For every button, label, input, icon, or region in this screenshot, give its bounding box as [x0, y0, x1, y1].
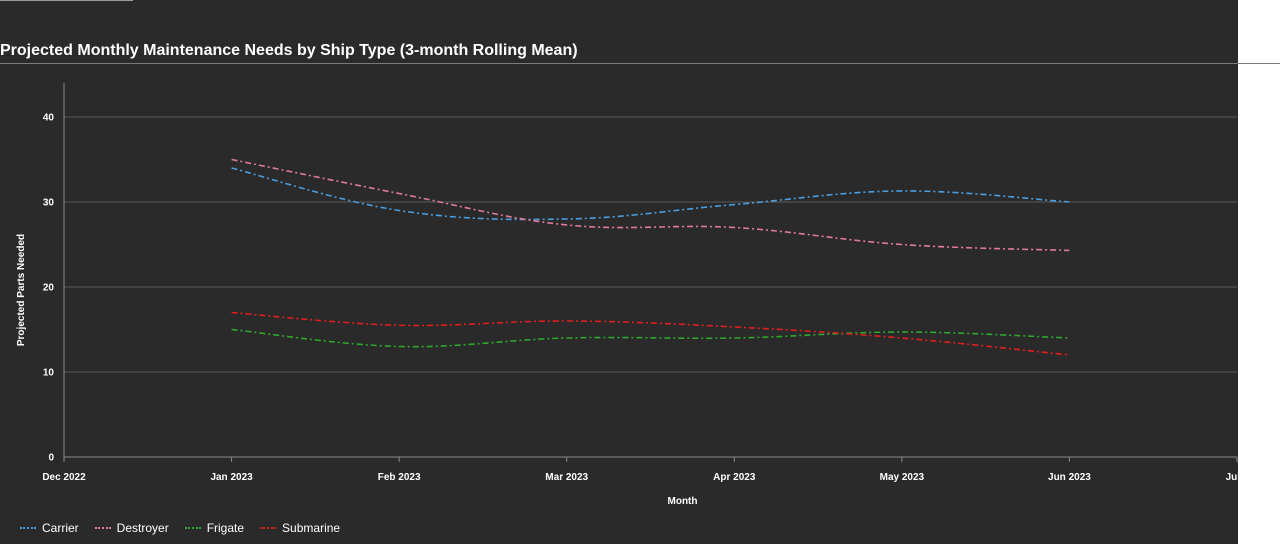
- legend-label: Destroyer: [116, 521, 169, 535]
- y-tick-label: 20: [43, 283, 55, 294]
- x-tick-label: Feb 2023: [378, 472, 421, 483]
- series-line-carrier: [231, 167, 1070, 221]
- tab-indicator: [0, 0, 133, 1]
- x-tick-label: Jul 2: [1226, 472, 1240, 483]
- x-tick-label: Apr 2023: [713, 472, 756, 483]
- legend-label: Carrier: [42, 521, 79, 535]
- legend-item-frigate[interactable]: Frigate: [184, 521, 245, 535]
- legend-item-carrier[interactable]: Carrier: [20, 521, 79, 535]
- line-chart: 0 10 20 30 40 Dec 2022 Jan 2023 Feb 2023 Mar 202…: [16, 83, 1240, 507]
- series-line-frigate: [231, 328, 1070, 348]
- legend-label: Frigate: [206, 521, 245, 535]
- x-tick-label: May 2023: [880, 472, 925, 483]
- y-tick-label: 40: [43, 113, 55, 124]
- x-axis-label: Month: [668, 496, 698, 507]
- chart-panel: [0, 0, 1238, 544]
- x-tick-label: Mar 2023: [545, 472, 588, 483]
- legend-swatch: [184, 527, 201, 529]
- x-tick-label: Jan 2023: [210, 472, 253, 483]
- legend-item-submarine[interactable]: Submarine: [260, 521, 340, 535]
- title-divider: [0, 63, 1280, 64]
- y-axis-label: Projected Parts Needed: [16, 234, 27, 346]
- chart-title: Projected Monthly Maintenance Needs by S…: [0, 42, 578, 59]
- series-line-submarine: [231, 311, 1070, 356]
- x-tick-label: Jun 2023: [1048, 472, 1091, 483]
- legend-swatch: [94, 527, 111, 529]
- x-tick-label: Dec 2022: [42, 472, 86, 483]
- legend-swatch: [20, 527, 36, 529]
- chart-legend: Carrier Destroyer Frigate Submarine: [20, 521, 340, 535]
- series-line-destroyer: [231, 158, 1070, 252]
- legend-label: Submarine: [282, 521, 341, 535]
- y-tick-label: 0: [48, 453, 54, 464]
- y-tick-label: 30: [43, 198, 55, 209]
- legend-swatch: [260, 527, 277, 529]
- y-tick-label: 10: [43, 368, 55, 379]
- legend-item-destroyer[interactable]: Destroyer: [94, 521, 169, 535]
